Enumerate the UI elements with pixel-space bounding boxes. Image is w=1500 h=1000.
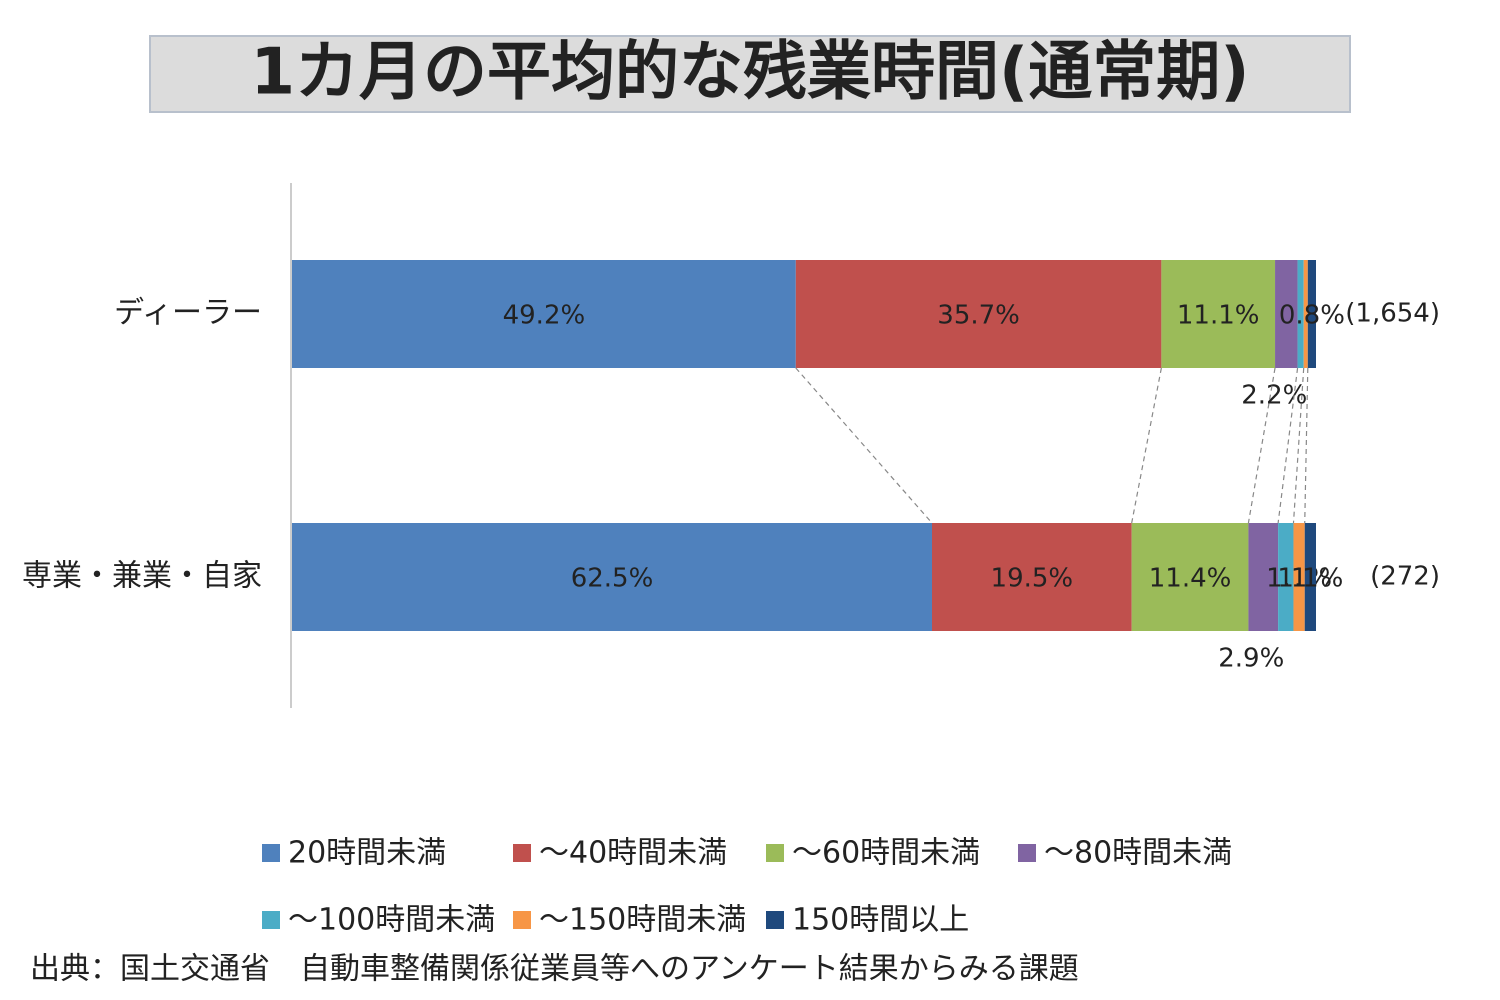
connector-line xyxy=(1131,367,1162,524)
value-label: 49.2% xyxy=(503,301,586,331)
value-label: 19.5% xyxy=(991,564,1074,594)
legend-swatch xyxy=(766,911,784,929)
value-label: 35.7% xyxy=(937,301,1020,331)
connector-line xyxy=(795,367,933,524)
source-note: 出典：国土交通省 自動車整備関係従業員等へのアンケート結果からみる課題 xyxy=(30,952,1079,987)
connector-line xyxy=(1292,367,1305,524)
sample-size: (1,654) xyxy=(1345,299,1440,329)
legend-swatch xyxy=(1018,844,1036,862)
legend-swatch xyxy=(262,911,280,929)
bar-segment xyxy=(1307,260,1316,368)
connector-line xyxy=(1304,367,1309,524)
legend-label: 150時間以上 xyxy=(792,903,969,938)
value-label: 0.8% xyxy=(1279,301,1345,331)
bar-segment xyxy=(1303,260,1308,368)
legend-label: ～100時間未満 xyxy=(288,903,495,938)
value-label: 11.4% xyxy=(1149,564,1232,594)
bar-segment xyxy=(1278,523,1294,631)
category-label: ディーラー xyxy=(114,296,262,331)
bar-segment xyxy=(1131,523,1249,631)
legend-swatch xyxy=(766,844,784,862)
sample-size: (272) xyxy=(1370,562,1440,592)
legend-label: ～60時間未満 xyxy=(792,836,980,871)
bar-segment xyxy=(292,523,932,631)
bar-segment xyxy=(1293,523,1305,631)
value-label: 1.1% xyxy=(1277,564,1343,594)
bar-segment xyxy=(932,523,1132,631)
bar-segment xyxy=(795,260,1162,368)
legend-swatch xyxy=(262,844,280,862)
title-box xyxy=(149,35,1351,113)
connector-line xyxy=(1277,367,1299,524)
value-label: 2.9% xyxy=(1218,644,1284,674)
legend-label: ～40時間未満 xyxy=(539,836,727,871)
legend-label: ～80時間未満 xyxy=(1044,836,1232,871)
legend-swatch xyxy=(513,844,531,862)
bar-segment xyxy=(1248,523,1279,631)
bar-segment xyxy=(1275,260,1298,368)
bar-segment xyxy=(292,260,796,368)
value-label: 2.2% xyxy=(1241,381,1307,411)
bar-segment xyxy=(1304,523,1316,631)
category-label: 専業・兼業・自家 xyxy=(22,559,262,594)
legend-swatch xyxy=(513,911,531,929)
value-label: 1.1% xyxy=(1266,564,1332,594)
chart-title: 1カ月の平均的な残業時間(通常期) xyxy=(250,36,1249,110)
legend-label: ～150時間未満 xyxy=(539,903,746,938)
legend-label: 20時間未満 xyxy=(288,836,446,871)
bar-segment xyxy=(1161,260,1276,368)
bar-segment xyxy=(1297,260,1304,368)
value-label: 11.1% xyxy=(1177,301,1260,331)
value-label: 62.5% xyxy=(571,564,654,594)
